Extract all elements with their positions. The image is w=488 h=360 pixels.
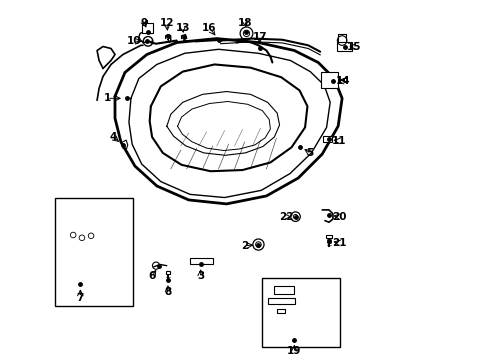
Text: 17: 17	[252, 32, 266, 42]
Text: 14: 14	[335, 76, 350, 86]
Bar	[142, 23, 153, 33]
Bar	[165, 271, 170, 274]
Bar	[336, 42, 351, 50]
Bar	[325, 235, 331, 238]
Text: 2: 2	[241, 241, 247, 251]
Text: 4: 4	[109, 132, 117, 142]
Text: 22: 22	[279, 212, 293, 222]
Text: 6: 6	[148, 271, 155, 282]
Text: 18: 18	[238, 18, 252, 28]
Bar	[274, 287, 294, 293]
Bar	[55, 198, 133, 306]
Bar	[277, 309, 285, 314]
Bar	[267, 298, 294, 303]
Bar	[320, 72, 337, 87]
Text: 11: 11	[331, 136, 346, 146]
Text: 21: 21	[331, 238, 346, 248]
Text: 13: 13	[175, 23, 190, 33]
Text: 1: 1	[103, 93, 110, 103]
Text: 12: 12	[159, 18, 174, 28]
Text: 20: 20	[331, 212, 346, 222]
Text: 7: 7	[77, 293, 84, 302]
Bar	[323, 136, 331, 142]
Bar	[189, 258, 212, 265]
Bar	[262, 278, 340, 347]
Text: 16: 16	[202, 23, 216, 33]
Text: 19: 19	[286, 346, 301, 356]
Text: 15: 15	[346, 41, 361, 51]
Text: 3: 3	[197, 271, 204, 282]
Text: 8: 8	[164, 287, 171, 297]
Text: 5: 5	[306, 148, 313, 158]
Text: 9: 9	[140, 18, 147, 28]
Text: 10: 10	[126, 36, 141, 46]
Bar	[343, 78, 346, 82]
